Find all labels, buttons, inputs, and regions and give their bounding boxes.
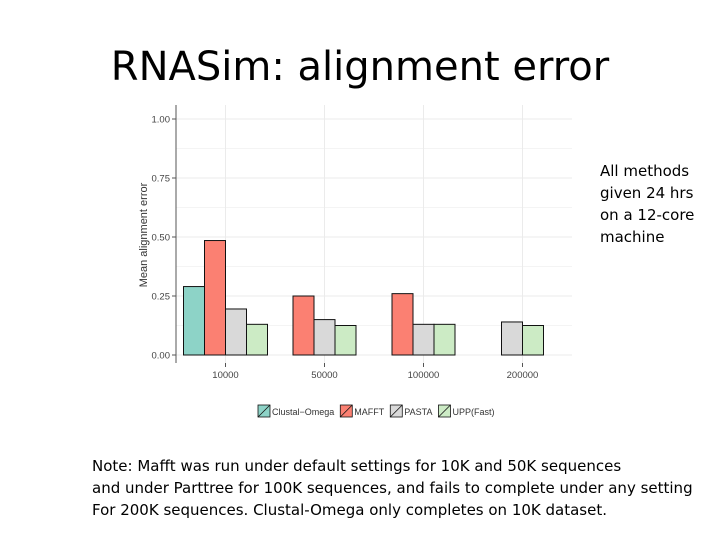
y-tick-label: 1.00 [152,115,171,126]
y-tick-label: 0.75 [152,174,171,185]
legend-swatch-slash [438,404,451,418]
footnote: Note: Mafft was run under default settin… [92,455,712,521]
legend-label: Clustal−Omega [272,407,334,417]
footnote-line-3: For 200K sequences. Clustal-Omega only c… [92,501,608,519]
y-tick-label: 0.25 [152,292,171,303]
legend: Clustal−Omega MAFFT PASTA UPP(Fast) [257,404,494,418]
x-tick-label: 200000 [507,370,539,381]
bar-upp-fast--10000 [246,323,268,356]
legend-item: PASTA [389,404,432,418]
legend-swatch-slash [389,404,403,418]
x-tick-label: 10000 [212,370,238,381]
bar-mafft-50000 [292,295,315,356]
legend-item: Clustal−Omega [257,404,334,418]
footnote-line-2: and under Parttree for 100K sequences, a… [92,479,693,497]
y-axis: 0.00 0.25 0.50 0.75 1.00 [152,105,177,363]
x-tick-label: 50000 [311,370,337,381]
bar-pasta-100000 [412,323,435,356]
x-axis: 10000 50000 100000 200000 [212,363,538,381]
legend-label: UPP(Fast) [452,407,494,417]
bar-upp-fast--200000 [522,325,544,356]
legend-label: MAFFT [354,407,384,417]
footnote-line-1: Note: Mafft was run under default settin… [92,457,622,475]
bar-clustal-omega-10000 [183,286,205,356]
x-tick-label: 100000 [408,370,440,381]
legend-swatch-slash [339,404,353,418]
y-axis-label: Mean alignment error [138,182,150,287]
legend-item: MAFFT [339,404,385,418]
bar-upp-fast--50000 [334,325,357,356]
side-note: All methods given 24 hrs on a 12-core ma… [600,162,695,246]
legend-item: UPP(Fast) [438,404,494,418]
bar-pasta-50000 [313,319,336,356]
y-tick-label: 0.00 [152,351,171,362]
y-tick-label: 0.50 [152,233,171,244]
bar-chart: 0.00 0.25 0.50 0.75 1.00 10000 50000 100000 200… [138,105,572,418]
legend-swatch-slash [257,404,271,418]
legend-label: PASTA [404,407,432,417]
bar-upp-fast--100000 [433,323,456,356]
bar-mafft-10000 [204,240,226,356]
bar-mafft-100000 [391,293,414,356]
slide-title: RNASim: alignment error [110,44,610,90]
bar-pasta-10000 [225,308,247,356]
bar-pasta-200000 [501,321,523,356]
bars [183,240,544,356]
